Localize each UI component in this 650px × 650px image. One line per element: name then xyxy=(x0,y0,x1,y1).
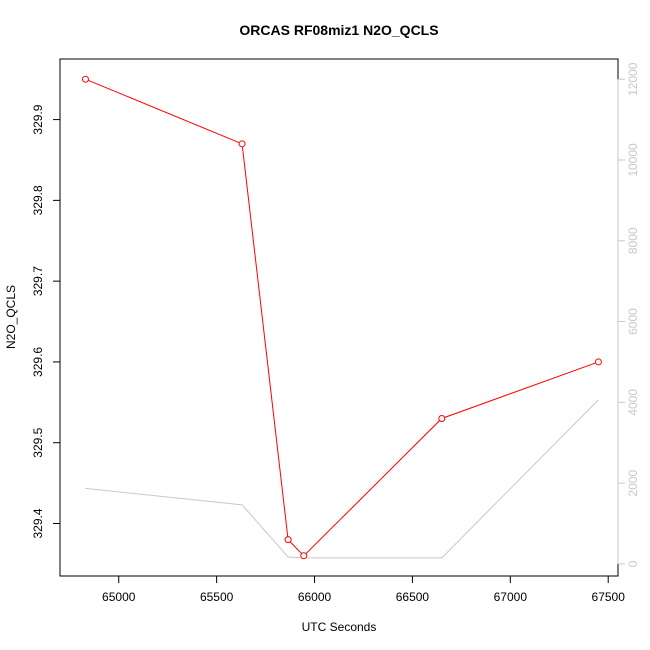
right-tick-label: 2000 xyxy=(626,469,640,496)
left-y-axis: 329.4 329.5 329.6 329.7 329.8 329.9 xyxy=(31,104,61,539)
y-axis-title: N2O_QCLS xyxy=(4,285,18,349)
primary-data-point xyxy=(284,536,292,544)
primary-data-point xyxy=(81,75,89,83)
right-tick-label: 8000 xyxy=(626,227,640,254)
primary-data-point xyxy=(438,414,446,422)
right-y-axis: 0 2000 4000 6000 8000 10000 12000 xyxy=(617,62,640,567)
left-tick-label: 329.6 xyxy=(31,347,45,377)
chart-title: ORCAS RF08miz1 N2O_QCLS xyxy=(239,22,438,38)
primary-series-line xyxy=(85,78,599,557)
primary-series-group xyxy=(81,75,602,560)
right-tick-label: 10000 xyxy=(626,143,640,177)
primary-data-point xyxy=(594,358,602,366)
x-tick-label: 67000 xyxy=(494,590,528,604)
left-tick-label: 329.4 xyxy=(31,508,45,538)
x-tick-label: 66000 xyxy=(298,590,332,604)
secondary-series-line xyxy=(85,399,599,559)
x-tick-label: 67500 xyxy=(592,590,626,604)
x-tick-label: 65500 xyxy=(200,590,234,604)
right-tick-label: 12000 xyxy=(626,62,640,96)
right-tick-label: 6000 xyxy=(626,308,640,335)
left-tick-label: 329.9 xyxy=(31,104,45,134)
left-tick-label: 329.7 xyxy=(31,266,45,296)
left-tick-label: 329.5 xyxy=(31,427,45,457)
primary-data-point xyxy=(300,552,308,560)
x-axis: 65000 65500 66000 66500 67000 67500 xyxy=(102,575,626,604)
x-axis-title: UTC Seconds xyxy=(302,620,377,634)
primary-data-point xyxy=(238,140,246,148)
right-tick-label: 0 xyxy=(626,560,640,567)
secondary-series-group xyxy=(85,399,599,559)
x-tick-label: 65000 xyxy=(102,590,136,604)
plot-frame xyxy=(59,58,619,577)
left-tick-label: 329.8 xyxy=(31,185,45,215)
right-tick-label: 4000 xyxy=(626,389,640,416)
x-tick-label: 66500 xyxy=(396,590,430,604)
